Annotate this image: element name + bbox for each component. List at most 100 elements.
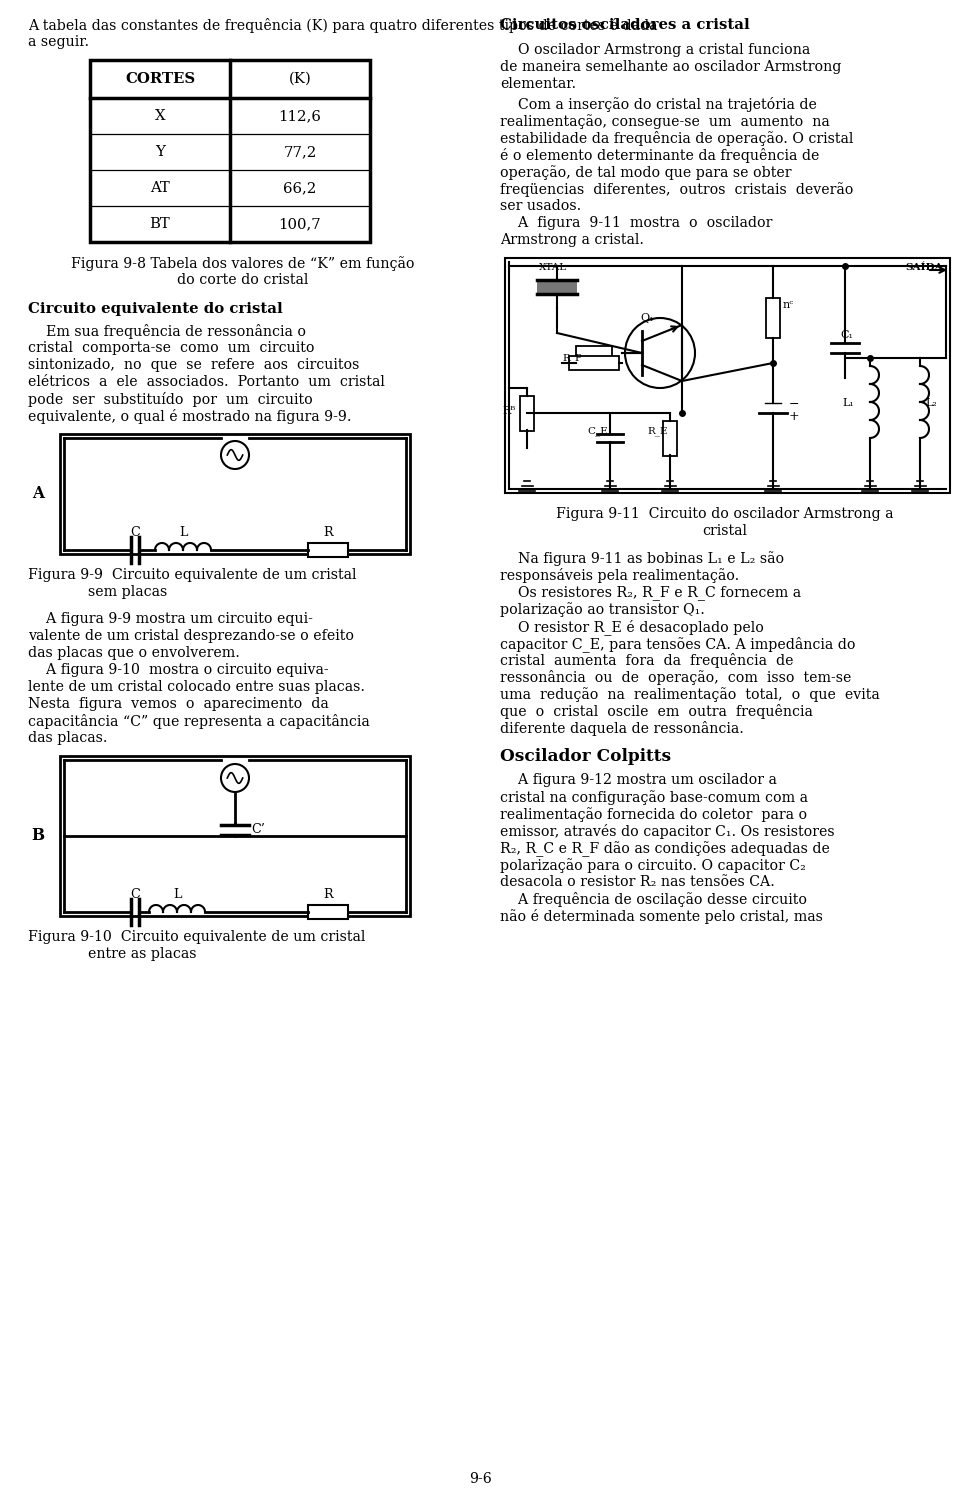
Text: diferente daquela de ressonância.: diferente daquela de ressonância. [500,722,744,737]
Bar [90,60,370,243]
Text: R_E: R_E [648,426,668,436]
Text: 9-6: 9-6 [468,1472,492,1487]
Text: Circuito equivalente do cristal: Circuito equivalente do cristal [28,302,283,315]
Text: X: X [155,109,165,124]
Text: capacitor C_E, para tensões CA. A impedância do: capacitor C_E, para tensões CA. A impedâ… [500,635,855,652]
Text: 77,2: 77,2 [283,144,317,159]
Text: 112,6: 112,6 [278,109,322,124]
Text: R_P: R_P [562,353,582,363]
Text: O resistor R_E é desacoplado pelo: O resistor R_E é desacoplado pelo [500,619,764,635]
Text: freqüencias  diferentes,  outros  cristais  deverão: freqüencias diferentes, outros cristais … [500,182,853,196]
Text: a seguir.: a seguir. [28,36,89,49]
Text: +: + [789,411,800,423]
Text: C_E: C_E [588,426,609,436]
Text: B: B [32,827,44,845]
Text: polarização para o circuito. O capacitor C₂: polarização para o circuito. O capacitor… [500,859,805,873]
Bar [569,356,619,371]
Text: Y: Y [156,144,165,159]
Text: L: L [179,525,187,539]
Text: estabilidade da frequência de operação. O cristal: estabilidade da frequência de operação. … [500,131,853,146]
Text: do corte do cristal: do corte do cristal [178,272,309,287]
Text: sem placas: sem placas [88,585,167,600]
Text: XTAL: XTAL [539,263,567,272]
Text: Nesta  figura  vemos  o  aparecimento  da: Nesta figura vemos o aparecimento da [28,696,328,711]
Text: realimentação, consegue-se  um  aumento  na: realimentação, consegue-se um aumento na [500,115,829,129]
Text: A: A [32,485,44,503]
Text: Figura 9-8 Tabela dos valores de “K” em função: Figura 9-8 Tabela dos valores de “K” em … [71,256,415,271]
Text: responsáveis pela realimentação.: responsáveis pela realimentação. [500,568,739,583]
Text: que  o  cristal  oscile  em  outra  frequência: que o cristal oscile em outra frequência [500,704,813,719]
Text: C₁: C₁ [840,330,852,339]
Text: não é determinada somente pelo cristal, mas: não é determinada somente pelo cristal, … [500,909,823,924]
Bar [576,347,612,360]
Text: emissor, através do capacitor C₁. Os resistores: emissor, através do capacitor C₁. Os res… [500,824,834,839]
Bar [308,543,348,557]
Text: polarização ao transistor Q₁.: polarização ao transistor Q₁. [500,603,705,618]
Text: valente de um cristal desprezando-se o efeito: valente de um cristal desprezando-se o e… [28,629,354,643]
Text: O oscilador Armstrong a cristal funciona: O oscilador Armstrong a cristal funciona [500,43,810,57]
Text: L: L [173,888,181,902]
Text: C’: C’ [251,823,265,836]
Text: Figura 9-10  Circuito equivalente de um cristal: Figura 9-10 Circuito equivalente de um c… [28,930,366,943]
Text: A tabela das constantes de frequência (K) para quatro diferentes tipos de cortes: A tabela das constantes de frequência (K… [28,18,658,33]
Text: ser usados.: ser usados. [500,199,581,213]
Text: Circuitos osciladores a cristal: Circuitos osciladores a cristal [500,18,750,33]
Text: lente de um cristal colocado entre suas placas.: lente de um cristal colocado entre suas … [28,680,365,693]
Text: Oscilador Colpitts: Oscilador Colpitts [500,748,671,765]
Text: equivalente, o qual é mostrado na figura 9-9.: equivalente, o qual é mostrado na figura… [28,409,351,424]
Text: elementar.: elementar. [500,77,576,91]
Text: 66,2: 66,2 [283,182,317,195]
Text: Rᴮ: Rᴮ [502,406,516,417]
Text: entre as placas: entre as placas [88,946,197,961]
Text: sintonizado,  no  que  se  refere  aos  circuitos: sintonizado, no que se refere aos circui… [28,359,359,372]
Text: ressonância  ou  de  operação,  com  isso  tem-se: ressonância ou de operação, com isso tem… [500,670,852,684]
Text: capacitância “C” que representa a capacitância: capacitância “C” que representa a capaci… [28,714,370,729]
Text: Figura 9-11  Circuito do oscilador Armstrong a: Figura 9-11 Circuito do oscilador Armstr… [556,507,894,521]
Text: C: C [131,888,140,902]
Text: Armstrong a cristal.: Armstrong a cristal. [500,234,644,247]
Text: pode  ser  substituído  por  um  circuito: pode ser substituído por um circuito [28,391,313,408]
Text: Q₁: Q₁ [640,312,654,323]
Bar [308,905,348,920]
Bar [60,434,410,554]
Bar [505,257,950,493]
Text: (K): (K) [289,71,311,86]
Text: realimentação fornecida do coletor  para o: realimentação fornecida do coletor para … [500,806,807,821]
Text: 100,7: 100,7 [278,217,322,231]
Text: Com a inserção do cristal na trajetória de: Com a inserção do cristal na trajetória … [500,97,817,112]
Text: das placas.: das placas. [28,731,108,745]
Text: L₂: L₂ [925,397,937,408]
Text: uma  redução  na  realimentação  total,  o  que  evita: uma redução na realimentação total, o qu… [500,687,879,702]
Text: Os resistores R₂, R_F e R_C fornecem a: Os resistores R₂, R_F e R_C fornecem a [500,585,802,600]
Text: cristal  comporta-se  como  um  circuito: cristal comporta-se como um circuito [28,341,315,356]
Text: A frequência de oscilação desse circuito: A frequência de oscilação desse circuito [500,891,807,908]
Text: BT: BT [150,217,170,231]
Text: AT: AT [150,182,170,195]
Text: cristal  aumenta  fora  da  frequência  de: cristal aumenta fora da frequência de [500,653,794,668]
Text: Na figura 9-11 as bobinas L₁ e L₂ são: Na figura 9-11 as bobinas L₁ e L₂ são [500,551,784,565]
Text: desacola o resistor R₂ nas tensões CA.: desacola o resistor R₂ nas tensões CA. [500,875,775,888]
Text: elétricos  a  ele  associados.  Portanto  um  cristal: elétricos a ele associados. Portanto um … [28,375,385,388]
Bar [537,280,577,295]
Text: Figura 9-9  Circuito equivalente de um cristal: Figura 9-9 Circuito equivalente de um cr… [28,568,356,582]
Text: A figura 9-12 mostra um oscilador a: A figura 9-12 mostra um oscilador a [500,772,777,787]
Text: cristal: cristal [703,524,748,539]
Text: Em sua frequência de ressonância o: Em sua frequência de ressonância o [28,324,306,339]
Bar [520,396,534,430]
Text: é o elemento determinante da frequência de: é o elemento determinante da frequência … [500,147,820,164]
Text: R: R [324,888,333,902]
Text: −: − [789,397,800,411]
Text: cristal na configuração base-comum com a: cristal na configuração base-comum com a [500,790,808,805]
Text: A  figura  9-11  mostra  o  oscilador: A figura 9-11 mostra o oscilador [500,216,773,231]
Text: das placas que o envolverem.: das placas que o envolverem. [28,646,240,661]
Text: SAÍDA: SAÍDA [905,263,943,272]
Text: R: R [324,525,333,539]
Text: operação, de tal modo que para se obter: operação, de tal modo que para se obter [500,165,791,180]
Text: A figura 9-9 mostra um circuito equi-: A figura 9-9 mostra um circuito equi- [28,612,313,626]
Bar [663,421,677,455]
Text: CORTES: CORTES [125,71,195,86]
Text: L₁: L₁ [842,397,853,408]
Bar [60,756,410,917]
Text: A figura 9-10  mostra o circuito equiva-: A figura 9-10 mostra o circuito equiva- [28,664,328,677]
Bar [766,298,780,338]
